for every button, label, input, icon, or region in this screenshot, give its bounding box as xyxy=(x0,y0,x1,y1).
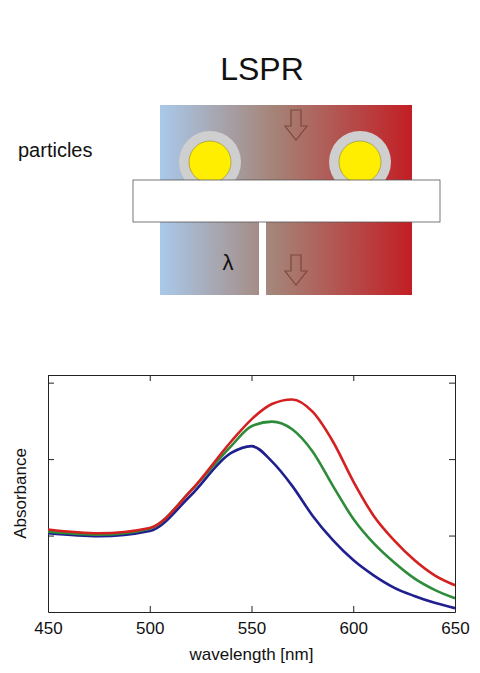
particle-core xyxy=(339,141,381,183)
slit xyxy=(259,215,266,297)
diagram: LSPR particles λ xyxy=(18,51,440,297)
diagram-title: LSPR xyxy=(220,51,304,87)
tick-label: 550 xyxy=(238,619,266,638)
tick xyxy=(449,536,455,537)
tick-label: 450 xyxy=(34,619,62,638)
x-axis-top xyxy=(49,375,456,381)
series-line xyxy=(48,446,455,608)
x-axis-title: wavelength [nm] xyxy=(189,645,314,664)
tick: 500 xyxy=(136,606,164,638)
plot-area xyxy=(48,399,455,608)
series-line xyxy=(48,422,455,599)
tick xyxy=(48,536,54,537)
y-axis-title: Absorbance xyxy=(11,448,30,539)
tick-mark xyxy=(252,606,253,612)
axis-line xyxy=(455,376,456,613)
tick-mark xyxy=(449,459,455,460)
tick-mark xyxy=(252,375,253,381)
tick xyxy=(353,375,354,381)
tick-mark xyxy=(48,383,54,384)
tick-mark xyxy=(353,606,354,612)
tick xyxy=(48,383,54,384)
tick: 550 xyxy=(238,606,266,638)
particles-label: particles xyxy=(18,139,92,161)
tick xyxy=(48,459,54,460)
tick-label: 650 xyxy=(441,619,469,638)
tick-mark xyxy=(150,606,151,612)
series-line xyxy=(48,399,455,585)
tick-mark xyxy=(48,536,54,537)
tick-mark xyxy=(150,375,151,381)
tick-mark xyxy=(48,459,54,460)
tick-mark xyxy=(449,536,455,537)
tick-mark xyxy=(449,383,455,384)
tick xyxy=(449,459,455,460)
tick-mark xyxy=(353,375,354,381)
tick-label: 500 xyxy=(136,619,164,638)
y-axis-right xyxy=(449,376,456,613)
particle-core xyxy=(189,141,231,183)
light-arrow xyxy=(285,255,307,285)
axis-line xyxy=(48,376,49,613)
substrate xyxy=(133,180,440,222)
tick xyxy=(449,383,455,384)
figure: LSPR particles λ 450 500 550 600 650 wavelength … xyxy=(0,0,480,673)
y-axis xyxy=(48,376,54,613)
tick: 600 xyxy=(340,606,368,638)
light-arrow xyxy=(285,110,307,140)
wavelength-symbol: λ xyxy=(223,250,234,275)
axis-line xyxy=(49,612,456,613)
x-axis: 450 500 550 600 650 xyxy=(34,606,469,638)
tick-label: 600 xyxy=(340,619,368,638)
tick xyxy=(150,375,151,381)
tick xyxy=(252,375,253,381)
